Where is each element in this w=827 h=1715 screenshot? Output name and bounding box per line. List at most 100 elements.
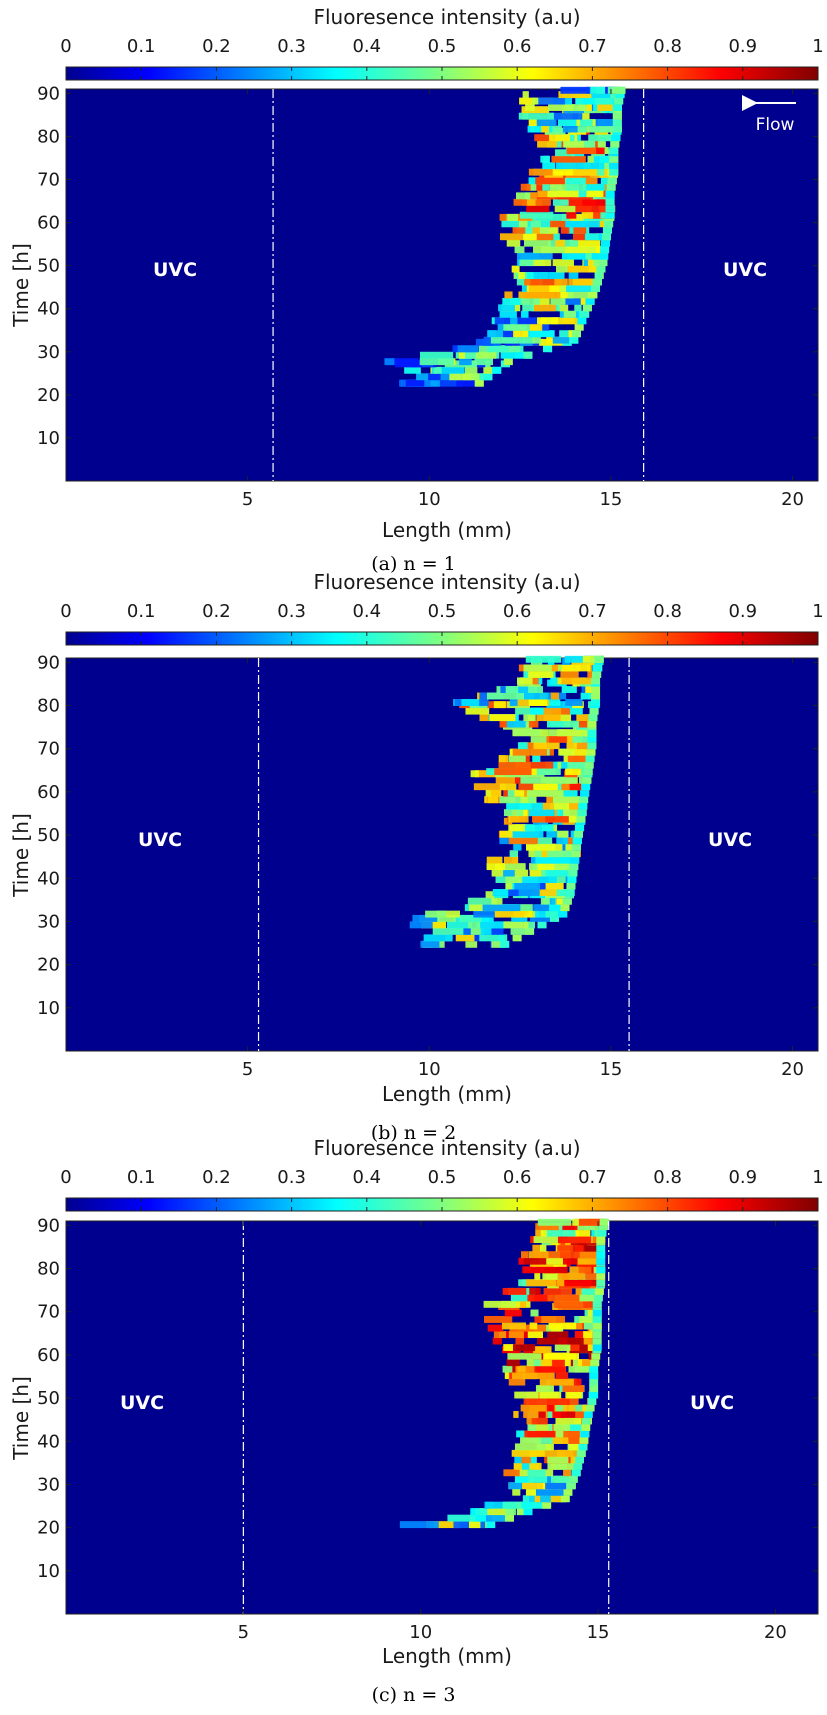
panel-b: Fluoresence intensity (a.u) 0 0.1 0.2 0.3 0.…	[0, 570, 827, 1130]
heatmap-cell	[589, 1385, 599, 1393]
heatmap-cell	[533, 246, 566, 254]
heatmap-cell	[568, 1443, 588, 1451]
heatmap-cell	[525, 1456, 537, 1464]
heatmap-cell	[515, 317, 540, 325]
y-tick-label: 70	[37, 169, 60, 190]
colorbar-tick-label: 0.2	[202, 601, 231, 622]
heatmap-cell	[594, 1287, 604, 1295]
heatmap-cell	[504, 291, 513, 299]
heatmap-cell	[436, 379, 463, 387]
colorbar-label: Fluoresence intensity (a.u)	[313, 1136, 580, 1160]
heatmap-cell	[486, 1521, 496, 1529]
heatmap-cell	[514, 1443, 546, 1451]
y-axis-label: Time [h]	[9, 813, 33, 898]
heatmap-cell	[526, 843, 556, 851]
heatmap-cell	[560, 226, 570, 234]
colorbar-tick-label: 1	[812, 601, 823, 622]
heatmap-cell	[574, 1482, 576, 1490]
heatmap-cell	[533, 742, 560, 750]
heatmap-cell	[588, 134, 618, 142]
y-tick-label: 50	[37, 825, 60, 846]
heatmap-cell	[573, 830, 583, 838]
heatmap-cell	[489, 714, 516, 722]
heatmap-cell	[574, 323, 584, 331]
heatmap-cell	[576, 97, 582, 105]
heatmap-cell	[485, 891, 495, 899]
heatmap-cell	[487, 1324, 504, 1332]
heatmap-cell	[566, 147, 597, 155]
heatmap-cell	[581, 783, 591, 791]
heatmap-cell	[468, 1521, 481, 1529]
heatmap-cell	[474, 358, 494, 366]
heatmap-cell	[523, 336, 535, 344]
heatmap-cell	[543, 707, 562, 715]
heatmap-cell	[537, 1218, 572, 1226]
caption-a: (a) n = 1	[371, 553, 456, 575]
heatmap-cell	[594, 272, 604, 279]
y-tick-label: 50	[37, 1388, 60, 1409]
heatmap-cell	[519, 677, 533, 685]
heatmap-cell	[579, 1337, 602, 1345]
heatmap-cell	[528, 1251, 549, 1259]
heatmap-cell	[560, 86, 590, 94]
heatmap-cell	[503, 358, 513, 366]
heatmap-cell	[571, 239, 601, 247]
heatmap-cell	[587, 742, 597, 750]
heatmap-cell	[507, 789, 515, 797]
heatmap-cell	[526, 789, 564, 797]
heatmap-cell	[511, 265, 520, 273]
heatmap-cell	[571, 748, 594, 756]
heatmap-cell	[569, 863, 579, 871]
y-tick-label: 50	[37, 256, 60, 277]
heatmap-cell	[546, 720, 565, 728]
heatmap-cell	[573, 1462, 583, 1470]
heatmap-cell	[529, 323, 549, 331]
heatmap-cell	[520, 226, 559, 234]
heatmap-cell	[594, 655, 604, 663]
heatmap-cell	[473, 783, 506, 791]
biofilm-signal	[409, 655, 604, 948]
heatmap-cell	[525, 104, 535, 111]
heatmap-cell	[523, 233, 537, 241]
heatmap-cell	[456, 379, 482, 387]
colorbar-tick-label: 0.1	[127, 601, 156, 622]
heatmap-cell	[523, 239, 551, 247]
heatmap-cell	[520, 259, 552, 267]
heatmap-cell	[523, 351, 533, 359]
heatmap-cell	[512, 748, 548, 756]
heatmap-cell	[542, 1272, 562, 1280]
heatmap-cell	[521, 1462, 536, 1470]
heatmap-cell	[470, 1514, 486, 1522]
heatmap-cell	[518, 686, 529, 693]
heatmap-cell	[542, 345, 553, 353]
heatmap-cell	[548, 112, 583, 120]
heatmap-cell	[545, 226, 558, 234]
heatmap-cell	[520, 183, 531, 191]
heatmap-cell	[588, 714, 598, 722]
heatmap-cell	[611, 134, 621, 142]
heatmap-cell	[589, 1391, 599, 1399]
heatmap-cell	[536, 714, 561, 722]
heatmap-cell	[465, 707, 490, 715]
heatmap-cell	[605, 211, 615, 219]
heatmap-cell	[514, 882, 540, 890]
colorbar-tick-label: 0.9	[728, 601, 757, 622]
heatmap-cell	[577, 317, 587, 325]
heatmap-cell	[560, 1495, 570, 1503]
heatmap-cell	[563, 1469, 572, 1477]
heatmap-cell	[528, 699, 548, 706]
uvc-label-left: UVC	[138, 829, 182, 851]
heatmap-cell	[542, 323, 550, 331]
heatmap-cell	[515, 707, 542, 715]
heatmap-cell	[523, 291, 561, 299]
heatmap-cell	[525, 655, 562, 663]
heatmap-cell	[518, 220, 528, 228]
panel-c: Fluoresence intensity (a.u) 0 0.1 0.2 0.3 0.…	[0, 1136, 827, 1710]
heatmap-cell	[596, 265, 606, 273]
heatmap-cell	[583, 259, 592, 267]
heatmap-cell	[596, 168, 605, 176]
heatmap-cell	[508, 345, 520, 353]
heatmap-cell	[526, 1279, 562, 1287]
heatmap-cell	[554, 1344, 571, 1351]
y-tick-label: 10	[37, 428, 60, 449]
